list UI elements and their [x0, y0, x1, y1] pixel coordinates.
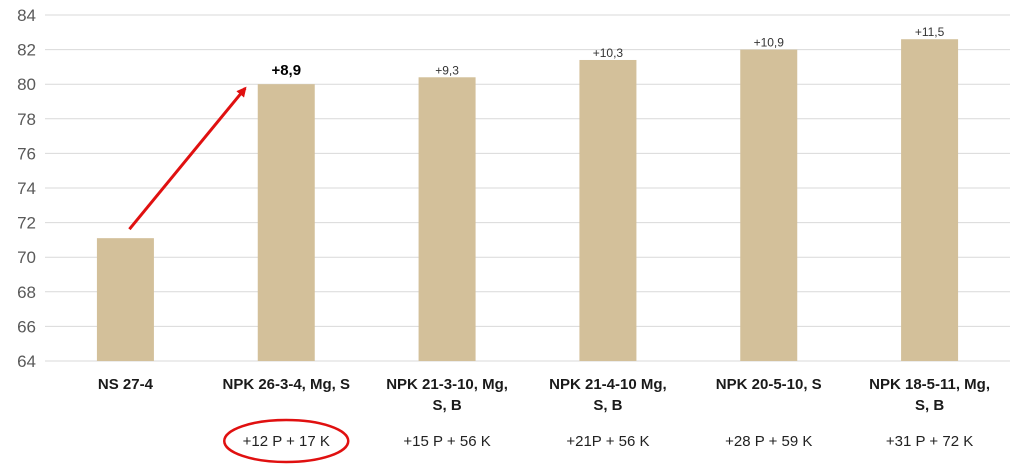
arrow-annotation — [128, 86, 247, 231]
category-label: NPK 20-5-10, S — [716, 376, 822, 393]
data-label: +8,9 — [271, 62, 301, 79]
y-tick-label: 80 — [17, 75, 36, 94]
y-tick-label: 76 — [17, 144, 36, 163]
data-label: +10,9 — [754, 36, 785, 50]
bar — [257, 84, 315, 361]
data-label: +10,3 — [593, 46, 624, 60]
nutrient-label: +12 P + 17 K — [243, 433, 330, 450]
x-axis: NS 27-4 NPK 26-3-4, Mg, S NPK 21-3-10, Mg,… — [98, 376, 990, 414]
category-label: NPK 18-5-11, Mg, — [869, 376, 990, 393]
bar — [901, 39, 959, 361]
y-tick-label: 84 — [17, 6, 36, 25]
y-tick-label: 82 — [17, 41, 36, 60]
data-label: +9,3 — [435, 63, 459, 77]
category-label: NPK 21-4-10 Mg, — [549, 376, 667, 393]
category-label: S, B — [432, 397, 461, 414]
nutrient-label: +21P + 56 K — [566, 433, 649, 450]
bar — [579, 59, 637, 361]
y-tick-label: 68 — [17, 283, 36, 302]
y-tick-label: 72 — [17, 214, 36, 233]
bar — [96, 238, 154, 361]
data-labels: +8,9 +9,3 +10,3 +10,9 +11,5 — [271, 25, 944, 79]
data-label: +11,5 — [915, 25, 945, 39]
nutrient-label: +28 P + 59 K — [725, 433, 812, 450]
y-tick-label: 66 — [17, 317, 36, 336]
category-label: NPK 21-3-10, Mg, — [386, 376, 508, 393]
category-label: NPK 26-3-4, Mg, S — [222, 376, 350, 393]
category-label: S, B — [593, 397, 622, 414]
gridlines — [45, 14, 1010, 362]
nutrient-labels: +12 P + 17 K +15 P + 56 K +21P + 56 K +28 P… — [243, 433, 974, 450]
nutrient-label: +31 P + 72 K — [886, 433, 973, 450]
bar — [740, 49, 798, 361]
y-tick-label: 64 — [17, 352, 36, 371]
y-tick-label: 70 — [17, 248, 36, 267]
annotations — [128, 86, 350, 464]
category-label: S, B — [915, 397, 944, 414]
bars — [96, 39, 959, 361]
y-tick-label: 74 — [17, 179, 36, 198]
category-label: NS 27-4 — [98, 376, 154, 393]
highlight-ellipse — [223, 418, 350, 464]
nutrient-label: +15 P + 56 K — [403, 433, 490, 450]
y-tick-label: 78 — [17, 110, 36, 129]
y-axis: 64 66 68 70 72 74 76 78 80 82 84 — [17, 6, 36, 371]
bar — [418, 77, 476, 361]
